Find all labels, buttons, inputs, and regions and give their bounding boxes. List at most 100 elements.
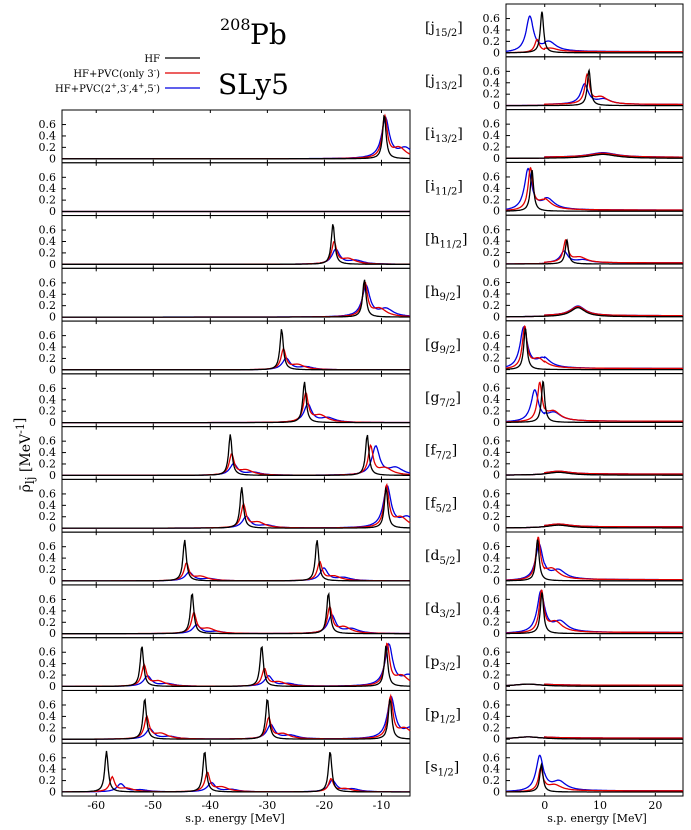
- y-tick-label: 0.6: [39, 487, 57, 500]
- y-tick-label: 0.2: [39, 194, 57, 207]
- panel-left-6: 0.60.40.20: [39, 426, 411, 482]
- y-tick-label: 0.4: [483, 287, 501, 300]
- series-line-hf: [62, 434, 410, 477]
- panel-right-4: 0.60.40.20 [h11/2]: [425, 214, 684, 271]
- y-tick-label: 0.4: [483, 604, 501, 617]
- y-tick-label: 0.4: [39, 393, 57, 406]
- panel-left-5: 0.60.40.20: [39, 373, 411, 429]
- y-tick-label: 0.4: [483, 129, 501, 142]
- y-tick-label: 0.4: [483, 657, 501, 670]
- orbital-label: [j15/2]: [425, 20, 463, 39]
- panel-right-14: 0.60.40.20[s1/2]0 10 20: [425, 742, 684, 812]
- y-tick-label: 0.6: [483, 751, 501, 764]
- y-tick-label: 0.2: [39, 669, 57, 682]
- series-line-pall: [62, 642, 411, 688]
- series-line-p3: [62, 560, 410, 582]
- y-tick-label: 0.2: [39, 141, 57, 154]
- y-tick-label: 0.4: [483, 23, 501, 36]
- series-line-pall: [506, 754, 683, 792]
- series-line-hf: [506, 380, 683, 424]
- y-tick-label: 0.6: [483, 646, 501, 659]
- series-line-pall: [62, 403, 410, 424]
- series-line-p3: [506, 766, 683, 793]
- y-tick-label: 0.2: [483, 404, 501, 417]
- y-tick-label: 0.6: [39, 646, 57, 659]
- y-tick-label: 0.6: [483, 382, 501, 395]
- orbital-label: [p1/2]: [425, 707, 461, 726]
- series-line-p3: [62, 693, 411, 740]
- y-tick-label: 0.2: [39, 457, 57, 470]
- series-line-pall: [62, 779, 410, 793]
- y-tick-label: 0.6: [39, 118, 57, 131]
- series-line-hf: [506, 592, 683, 635]
- series-line-hf: [506, 683, 683, 688]
- series-line-hf: [62, 487, 411, 529]
- y-tick-label: 0: [493, 627, 500, 640]
- y-tick-label: 0.6: [39, 435, 57, 448]
- y-tick-label: 0: [493, 46, 500, 59]
- y-tick-label: 0: [493, 786, 500, 799]
- panel-left-12: 0.60.40.20 -60 -50 -40 -30 -20 -10: [39, 742, 411, 812]
- y-tick-label: 0.2: [39, 246, 57, 259]
- series-line-hf: [506, 68, 683, 107]
- series-line-pall: [505, 15, 683, 53]
- nucleus-symbol: Pb: [250, 18, 287, 51]
- series-line-hf: [62, 697, 410, 740]
- series-line-p3: [506, 239, 683, 265]
- y-tick-label: 0.6: [483, 329, 501, 342]
- y-tick-label: 0.4: [483, 710, 501, 723]
- y-tick-label: 0: [49, 311, 56, 324]
- y-tick-label: 0.2: [39, 721, 57, 734]
- y-tick-label: 0.2: [483, 616, 501, 629]
- y-tick-label: 0.6: [39, 171, 57, 184]
- panel-left-11: 0.60.40.20: [39, 689, 411, 746]
- series-line-pall: [62, 116, 411, 160]
- series-line-hf: [506, 736, 683, 740]
- series-line-hf: [506, 153, 683, 159]
- series-line-hf: [506, 762, 683, 793]
- y-tick-label: 0.2: [39, 616, 57, 629]
- series-line-p3: [506, 166, 683, 211]
- x-tick-label: -60: [87, 799, 105, 812]
- series-line-hf: [506, 169, 683, 212]
- y-tick-label: 0: [49, 205, 56, 218]
- panel-frame: [61, 320, 411, 375]
- y-tick-label: 0: [493, 258, 500, 271]
- x-tick-label: 10: [593, 799, 607, 812]
- series-line-p3: [62, 482, 411, 529]
- y-tick-label: 0: [493, 99, 500, 112]
- x-tick-label: -20: [316, 799, 334, 812]
- series-line-hf: [62, 750, 410, 793]
- orbital-label: [h9/2]: [425, 284, 461, 303]
- y-tick-label: 0: [49, 733, 56, 746]
- y-tick-label: 0.4: [39, 182, 57, 195]
- y-tick-label: 0.4: [39, 710, 57, 723]
- x-tick-label: -50: [144, 799, 162, 812]
- orbital-label: [f7/2]: [425, 443, 457, 462]
- y-tick-label: 0.4: [483, 499, 501, 512]
- y-tick-label: 0.6: [39, 593, 57, 606]
- panel-frame: [505, 320, 684, 375]
- y-tick-label: 0.4: [39, 129, 57, 142]
- y-tick-label: 0: [49, 522, 56, 535]
- panel-right-3: 0.60.40.20 [i11/2]: [425, 161, 684, 218]
- y-tick-label: 0.2: [483, 457, 501, 470]
- orbital-label: [s1/2]: [425, 759, 459, 778]
- y-tick-label: 0.2: [39, 299, 57, 312]
- y-tick-label: 0.6: [483, 170, 501, 183]
- series-line-hf: [506, 238, 683, 265]
- y-tick-label: 0.6: [39, 699, 57, 712]
- x-tick-label: 20: [648, 799, 662, 812]
- y-tick-label: 0: [493, 310, 500, 323]
- y-tick-label: 0: [49, 786, 56, 799]
- y-tick-label: 0.6: [483, 540, 501, 553]
- y-tick-label: 0: [49, 469, 56, 482]
- y-tick-label: 0.2: [483, 88, 501, 101]
- series-line-hf: [62, 591, 410, 635]
- y-tick-label: 0.2: [483, 193, 501, 206]
- y-tick-label: 0: [49, 363, 56, 376]
- x-tick-label: -30: [259, 799, 277, 812]
- svg-text:ρ̄lj [MeV-1]: ρ̄lj [MeV-1]: [12, 418, 37, 493]
- panel-right-9: 0.60.40.20 [f5/2]: [425, 478, 684, 535]
- y-tick-label: 0: [493, 733, 500, 746]
